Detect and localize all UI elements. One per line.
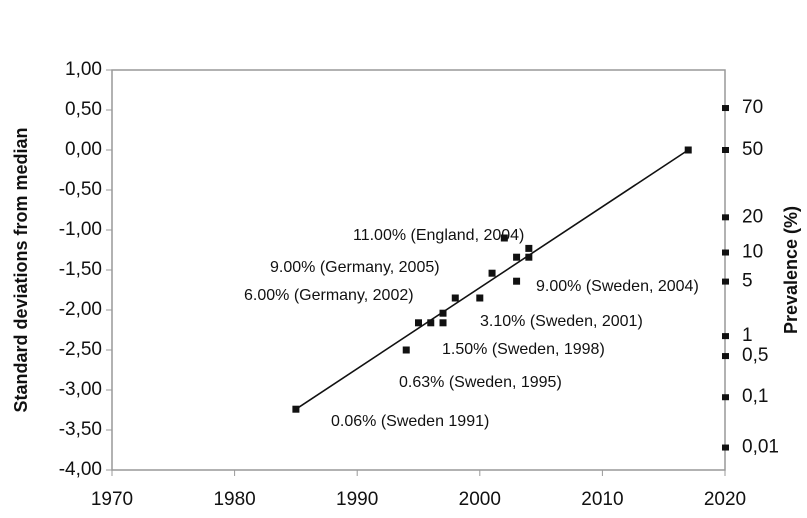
y-tick-label: -2,50 [59,339,102,360]
trend-line [295,149,689,410]
x-tick-label: 2010 [581,489,623,510]
annotation: 9.00% (Germany, 2005) [270,259,440,276]
annotation: 3.10% (Sweden, 2001) [480,313,643,330]
point [525,253,533,261]
y2-tick-label: 0,5 [742,345,768,366]
point [292,405,300,413]
point [415,319,422,327]
y2-tick-label: 10 [742,242,763,263]
y-tick-label: -2,00 [59,299,102,320]
y2-tick [722,278,729,285]
point [684,146,692,154]
y2-tick-label: 1 [742,325,753,346]
y-tick-label: -1,50 [59,259,102,280]
y-tick-label: 0,50 [65,99,102,120]
y2-tick-label: 5 [742,271,753,292]
annotation: 0.63% (Sweden, 1995) [399,374,562,391]
point [476,294,484,302]
annotation: 0.06% (Sweden 1991) [331,413,489,430]
y-tick-label: 1,00 [65,59,102,80]
x-tick-label: 2020 [704,489,746,510]
y-tick-label: -3,00 [59,379,102,400]
y2-tick-label: 0,1 [742,386,768,407]
y2-tick-label: 70 [742,97,763,118]
y2-tick-label: 50 [742,139,763,160]
y-tick-label: -4,00 [59,459,102,480]
x-tick-label: 2000 [459,489,501,510]
point [513,277,521,285]
y-tick-label: -0,50 [59,179,102,200]
x-tick-label: 1990 [336,489,378,510]
point [500,234,508,242]
annotation: 6.00% (Germany, 2002) [244,287,414,304]
annotation: 9.00% (Sweden, 2004) [536,278,699,295]
y2-tick [722,444,729,451]
point [439,309,447,317]
y2-axis-label: Prevalence (%) [781,206,801,334]
point [513,253,521,261]
y2-tick [722,146,729,153]
y-tick-label: 0,00 [65,139,102,160]
point [451,294,459,302]
y2-tick-label: 20 [742,206,763,227]
y-tick-label: -3,50 [59,419,102,440]
y2-tick [722,105,729,112]
point [488,269,496,277]
y2-tick [722,249,729,256]
y-axis-label: Standard deviations from median [11,127,31,412]
x-tick-label: 1980 [213,489,255,510]
y2-tick [722,214,729,221]
y2-tick [722,333,729,340]
annotation: 11.00% (England, 2004) [353,227,524,244]
y-tick-label: -1,00 [59,219,102,240]
point [402,346,410,354]
y2-tick [722,394,729,401]
x-tick-label: 1970 [91,489,133,510]
point [439,319,447,327]
point [525,244,533,252]
point [427,319,435,327]
y2-tick [722,353,729,360]
y2-tick-label: 0,01 [742,437,779,458]
annotation: 1.50% (Sweden, 1998) [442,341,605,358]
